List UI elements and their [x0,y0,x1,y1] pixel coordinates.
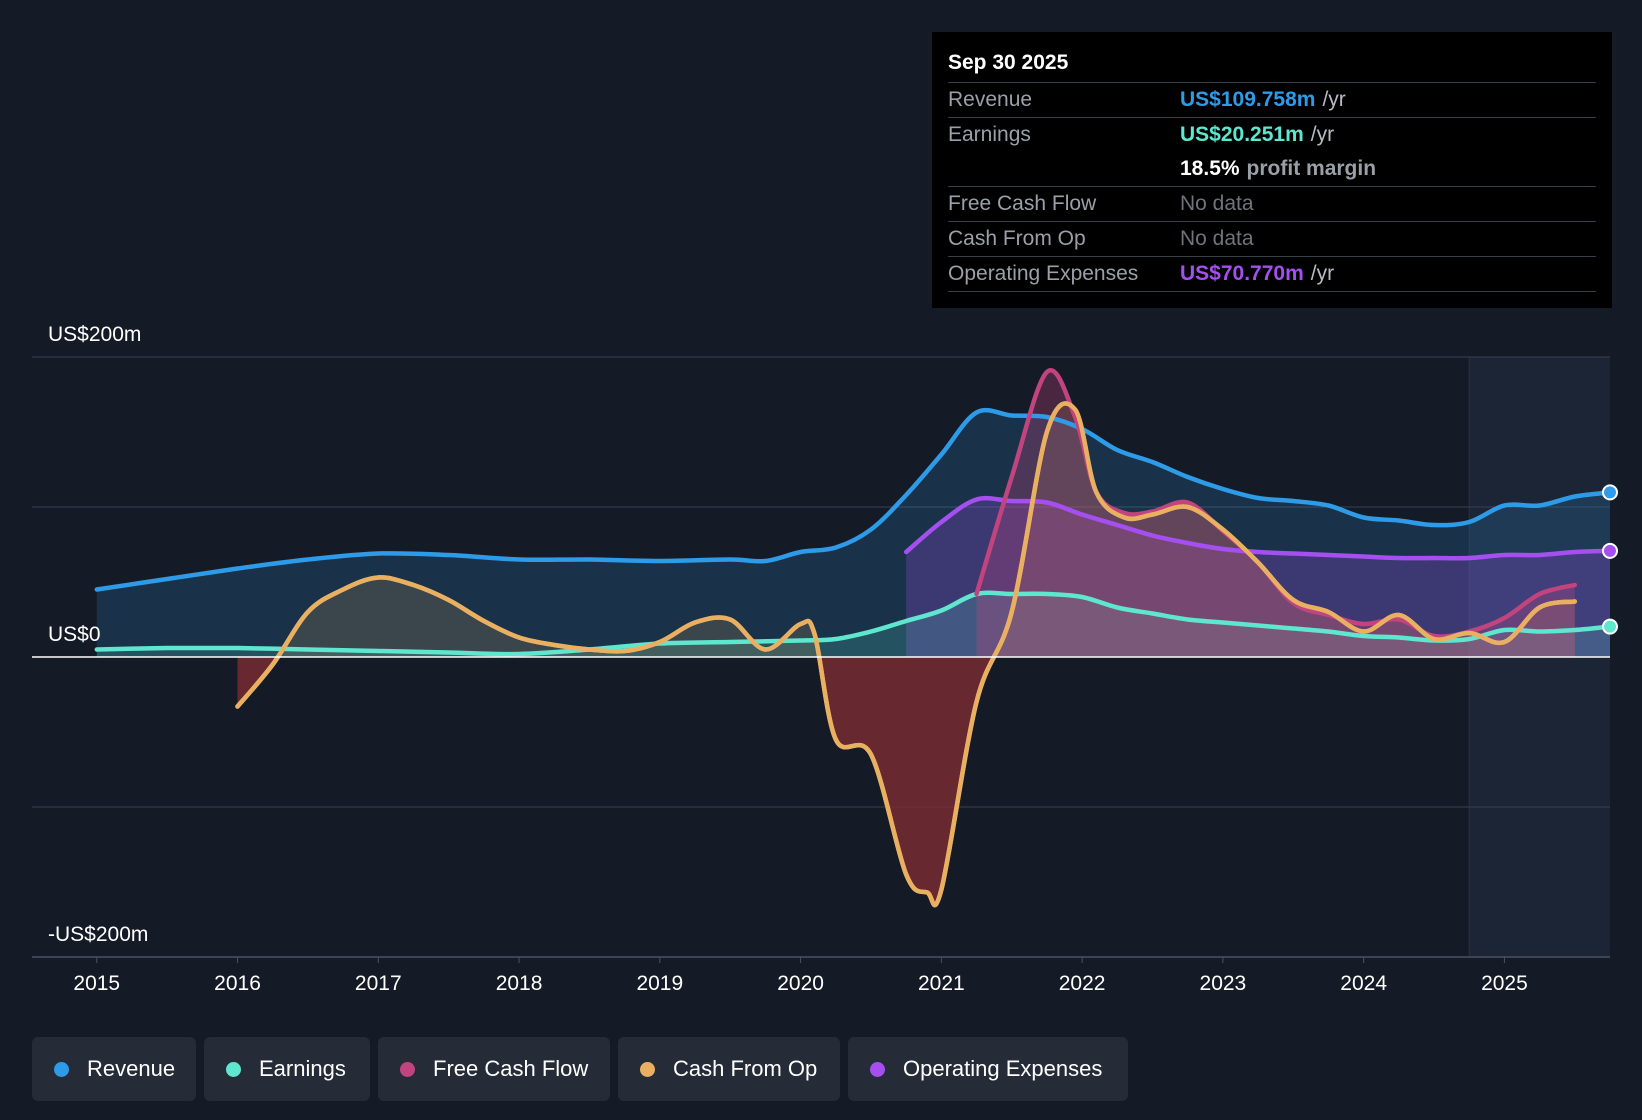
opex-dot-icon [870,1061,885,1077]
line-opex [903,495,1613,561]
tooltip-panel: Sep 30 2025 Revenue US$109.758m /yr Earn… [932,32,1612,308]
series-lines [94,368,1613,908]
tooltip-label-earnings: Earnings [948,123,1031,146]
earnings-dot-icon [226,1061,241,1077]
y-tick-label: US$200m [48,323,141,346]
y-tick-label: US$0 [48,623,101,646]
fcf-dot-icon [400,1061,415,1077]
gridlines [32,356,1610,958]
x-tick-label: 2016 [214,972,261,995]
line-earnings [94,590,1613,657]
x-tick-label: 2023 [1200,972,1247,995]
tooltip-date: Sep 30 2025 [948,46,1596,83]
tooltip-label-cfo: Cash From Op [948,227,1086,250]
line-cfo-top [235,401,1578,908]
x-tick-label: 2017 [355,972,402,995]
legend-item-cfo[interactable]: Cash From Op [618,1037,840,1101]
x-tick-label: 2021 [918,972,965,995]
y-tick-label: -US$200m [48,923,148,946]
area-fcf [976,370,1575,657]
x-tick-label: 2015 [73,972,120,995]
legend-item-revenue[interactable]: Revenue [32,1037,196,1101]
end-marker-opex [1602,542,1618,559]
x-tick-label: 2020 [777,972,824,995]
end-marker-revenue [1602,484,1618,501]
area-opex [906,498,1610,657]
legend-label-revenue: Revenue [87,1056,176,1081]
legend-label-opex: Operating Expenses [903,1056,1103,1081]
tooltip-value-margin: 18.5% [1180,157,1240,180]
line-revenue [94,407,1613,592]
x-tick-label: 2019 [636,972,683,995]
legend-item-earnings[interactable]: Earnings [204,1037,370,1101]
tooltip-value-revenue: US$109.758m [1180,88,1316,111]
legend-item-fcf[interactable]: Free Cash Flow [378,1037,610,1101]
cfo-dot-icon [640,1061,655,1077]
x-tick-label: 2018 [496,972,543,995]
tooltip-unit-revenue: /yr [1322,88,1346,111]
x-tick-label: 2022 [1059,972,1106,995]
legend-label-cfo: Cash From Op [673,1056,818,1081]
tooltip-row-margin: 18.5% profit margin [948,152,1596,187]
tooltip-unit-opex: /yr [1310,262,1335,285]
area-cfo-negative [237,657,1575,905]
tooltip-label-revenue: Revenue [948,88,1033,111]
tooltip-value-fcf: No data [1180,192,1254,215]
x-tick-label: 2024 [1340,972,1387,995]
end-markers [1602,484,1618,635]
x-tick-label: 2025 [1481,972,1528,995]
tooltip-row-opex: Operating Expenses US$70.770m /yr [948,257,1596,292]
tooltip-label-opex: Operating Expenses [948,262,1139,285]
legend-label-fcf: Free Cash Flow [433,1056,589,1081]
tooltip-unit-earnings: /yr [1310,123,1335,146]
tooltip-value-cfo: No data [1180,227,1254,250]
area-earnings [96,592,1610,657]
tooltip-row-fcf: Free Cash Flow No data [948,187,1596,222]
tooltip-value-earnings: US$20.251m [1180,123,1304,146]
area-revenue [96,410,1610,657]
tooltip-value-opex: US$70.770m [1180,262,1304,285]
tooltip-row-earnings: Earnings US$20.251m /yr [948,118,1596,152]
tooltip-margin-text: profit margin [1246,157,1377,180]
axes: US$200m US$0 -US$200m 2015 2016 2017 2018 2019 2… [32,323,1610,995]
tooltip-row-cfo: Cash From Op No data [948,222,1596,257]
tooltip-label-fcf: Free Cash Flow [948,192,1097,215]
tooltip-row-revenue: Revenue US$109.758m /yr [948,83,1596,118]
legend-label-earnings: Earnings [259,1056,346,1081]
legend-item-opex[interactable]: Operating Expenses [848,1037,1128,1101]
revenue-dot-icon [54,1061,69,1077]
end-marker-earnings [1602,618,1618,635]
